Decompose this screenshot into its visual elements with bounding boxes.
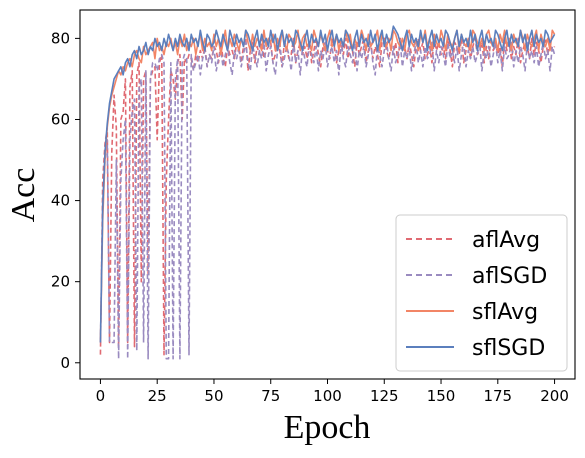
legend-label-sflSGD: sflSGD xyxy=(472,336,545,361)
x-tick-label: 75 xyxy=(261,387,280,405)
legend-label-sflAvg: sflAvg xyxy=(472,300,538,325)
legend-label-aflAvg: aflAvg xyxy=(472,228,540,253)
x-tick-label: 175 xyxy=(483,387,512,405)
x-tick-label: 50 xyxy=(204,387,223,405)
y-tick-label: 80 xyxy=(51,29,70,47)
series-layer xyxy=(99,25,556,360)
x-tick-label: 125 xyxy=(370,387,399,405)
y-axis: 0 20 40 60 80 xyxy=(51,29,80,372)
y-tick-label: 60 xyxy=(51,110,70,128)
x-tick-label: 25 xyxy=(148,387,167,405)
y-axis-title: Acc xyxy=(5,168,42,223)
y-tick-label: 40 xyxy=(51,192,70,210)
x-tick-label: 150 xyxy=(427,387,456,405)
legend-label-aflSGD: aflSGD xyxy=(472,264,547,289)
series-line-sflSGD xyxy=(99,25,556,343)
x-axis-title: Epoch xyxy=(284,409,371,446)
x-tick-label: 200 xyxy=(540,387,569,405)
x-axis: 0 25 50 75 100 125 150 175 200 xyxy=(96,379,569,405)
legend: aflAvg aflSGD sflAvg sflSGD xyxy=(395,214,568,372)
legend-box xyxy=(395,214,568,372)
x-tick-label: 100 xyxy=(313,387,342,405)
y-tick-label: 0 xyxy=(60,354,70,372)
x-tick-label: 0 xyxy=(96,387,106,405)
y-tick-label: 20 xyxy=(51,273,70,291)
